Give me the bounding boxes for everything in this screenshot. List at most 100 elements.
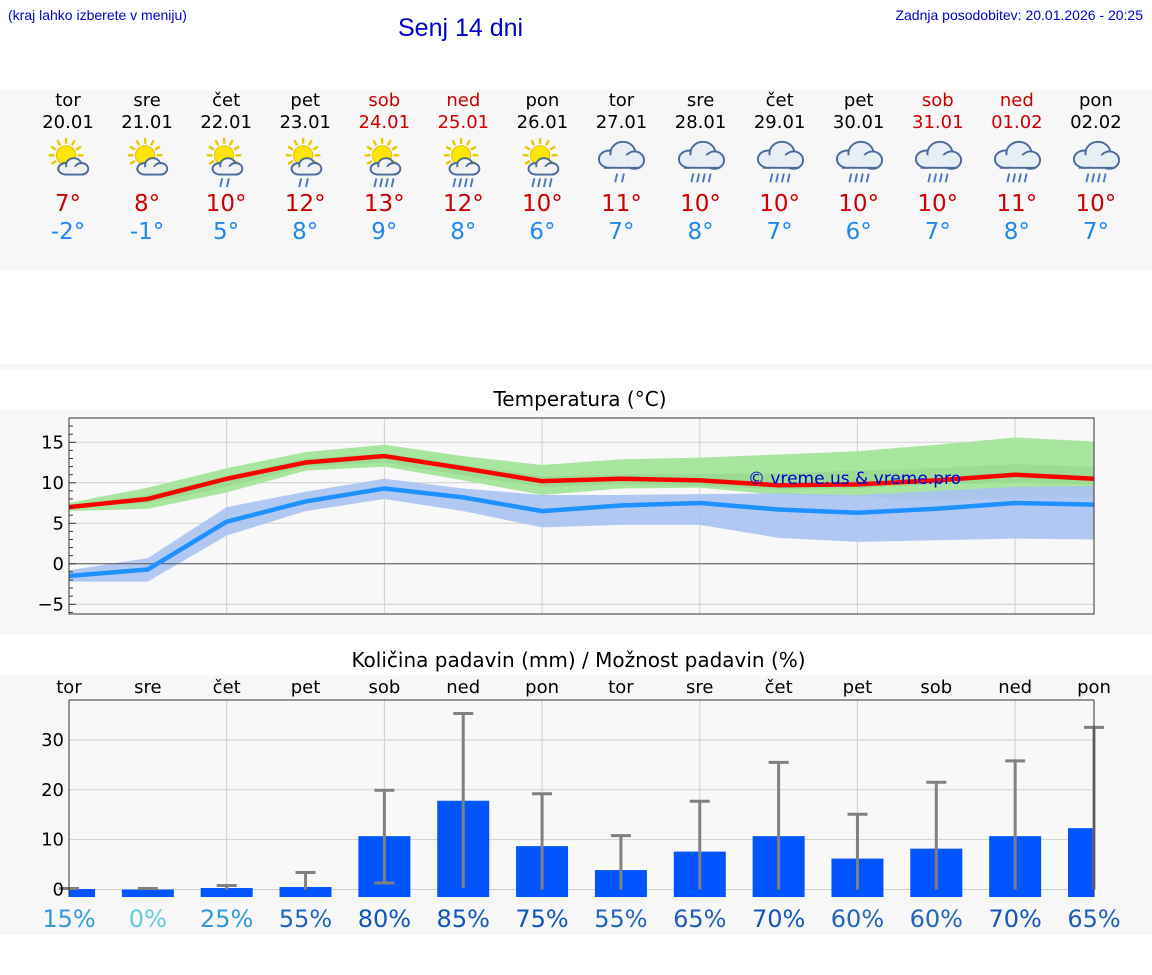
min-temperature: 8° [687, 219, 714, 245]
category-label: tor [608, 677, 634, 698]
precipitation-bar [121, 889, 174, 897]
precipitation-bar [1068, 828, 1094, 897]
category-label: pon [525, 677, 559, 698]
day-date: 25.01 [437, 112, 490, 133]
day-column: ned 25.01 12° 8° [423, 90, 503, 246]
category-label: čet [213, 677, 241, 698]
day-date: 26.01 [516, 112, 569, 133]
sun-cloud-rain-icon [206, 138, 244, 188]
y-tick-label: 0 [53, 554, 64, 575]
precipitation-probability: 65% [1067, 905, 1120, 933]
y-tick-label: 15 [41, 432, 64, 453]
day-name: sob [368, 90, 401, 111]
cloud-heavy-rain-icon [756, 140, 804, 183]
max-temperature: 11° [996, 191, 1038, 217]
day-date: 02.02 [1070, 112, 1122, 133]
category-label: sre [134, 677, 161, 698]
sun-cloud-heavy-rain-icon [444, 138, 481, 188]
precipitation-probability: 75% [515, 905, 568, 933]
day-column: čet 22.01 10° 5° [186, 90, 266, 246]
max-temperature-line [68, 453, 1095, 510]
precipitation-chart: tor sre čet pet sob ned pon tor sre čet pet sob ned p… [41, 677, 1121, 933]
cloud-heavy-rain-icon [993, 140, 1041, 183]
sun-cloud-heavy-rain-icon [523, 138, 560, 188]
min-temperature: -1° [129, 219, 165, 245]
min-temperature: 9° [371, 219, 398, 245]
day-name: pet [290, 90, 320, 111]
min-temperature: 7° [608, 219, 635, 245]
category-label: pon [1077, 677, 1111, 698]
precipitation-bar [69, 889, 95, 897]
precipitation-bar [279, 887, 332, 897]
category-label: ned [998, 677, 1032, 698]
min-temperature: 8° [1003, 219, 1030, 245]
day-date: 01.02 [991, 112, 1043, 133]
cloud-heavy-rain-icon [914, 140, 962, 183]
precipitation-probability: 55% [279, 905, 332, 933]
y-tick-label: 10 [41, 473, 64, 494]
day-date: 20.01 [42, 112, 94, 133]
precipitation-probability: 55% [594, 905, 647, 933]
min-temperature-band [69, 478, 1094, 582]
day-date: 24.01 [358, 112, 411, 133]
max-temperature: 12° [442, 191, 484, 217]
category-label: pet [291, 677, 321, 698]
precipitation-probability: 80% [358, 905, 411, 933]
sun-cloud-icon [127, 138, 169, 176]
min-temperature-line [68, 486, 1095, 579]
day-date: 29.01 [753, 112, 806, 133]
cloud-heavy-rain-icon [1072, 140, 1120, 183]
day-column: ned 01.02 11° 8° [977, 90, 1057, 246]
day-name: čet [212, 90, 241, 111]
precipitation-probability: 65% [673, 905, 726, 933]
day-column: tor 27.01 11° 7° [581, 90, 661, 246]
day-name: ned [999, 90, 1034, 111]
y-tick-label: 20 [41, 780, 64, 801]
y-tick-label: −5 [37, 594, 64, 615]
precipitation-probability: 15% [42, 905, 95, 933]
max-temperature: 8° [133, 191, 161, 217]
category-label: ned [446, 677, 480, 698]
day-column: tor 20.01 7° -2° [28, 90, 108, 246]
min-temperature: 5° [213, 219, 240, 245]
day-column: sre 21.01 8° -1° [107, 90, 187, 246]
day-name: pon [1078, 90, 1113, 111]
min-temperature: 6° [845, 219, 872, 245]
category-label: čet [765, 677, 793, 698]
category-label: pet [843, 677, 873, 698]
day-name: sre [686, 90, 715, 111]
y-tick-label: 10 [41, 830, 64, 851]
forecast-strip: tor 20.01 7° -2° sre 21.01 8° -1° čet 22.01 10°… [0, 90, 1152, 270]
min-temperature: -2° [50, 219, 86, 245]
day-name: pon [525, 90, 560, 111]
day-date: 23.01 [279, 112, 331, 133]
precipitation-probability: 60% [831, 905, 884, 933]
min-temperature: 8° [450, 219, 477, 245]
max-temperature: 10° [838, 191, 880, 217]
min-temperature: 7° [766, 219, 793, 245]
day-column: sob 31.01 10° 7° [898, 90, 978, 246]
day-date: 27.01 [595, 112, 648, 133]
max-temperature-band [69, 437, 1094, 512]
cloud-heavy-rain-icon [835, 140, 883, 183]
plot-frame [68, 417, 1095, 615]
max-temperature: 10° [759, 191, 801, 217]
day-date: 21.01 [121, 112, 173, 133]
day-name: ned [446, 90, 481, 111]
day-date: 22.01 [200, 112, 252, 133]
day-date: 28.01 [674, 112, 727, 133]
temperature-chart: −5 0 5 10 15 © vreme.us & vreme.pro [37, 417, 1095, 615]
sun-cloud-icon [48, 138, 90, 176]
day-date: 31.01 [912, 112, 964, 133]
last-updated: Zadnja posodobitev: 20.01.2026 - 20:25 [895, 7, 1143, 23]
precipitation-probability: 60% [910, 905, 963, 933]
cloud-rain-icon [598, 140, 646, 183]
y-tick-label: 30 [41, 730, 64, 751]
y-tick-label: 0 [53, 880, 64, 901]
max-temperature: 10° [680, 191, 721, 217]
page-title: Senj 14 dni [398, 14, 524, 42]
separator [0, 364, 1152, 370]
day-date: 30.01 [832, 112, 885, 133]
precipitation-bar [200, 888, 253, 897]
precipitation-probability: 85% [437, 905, 490, 933]
